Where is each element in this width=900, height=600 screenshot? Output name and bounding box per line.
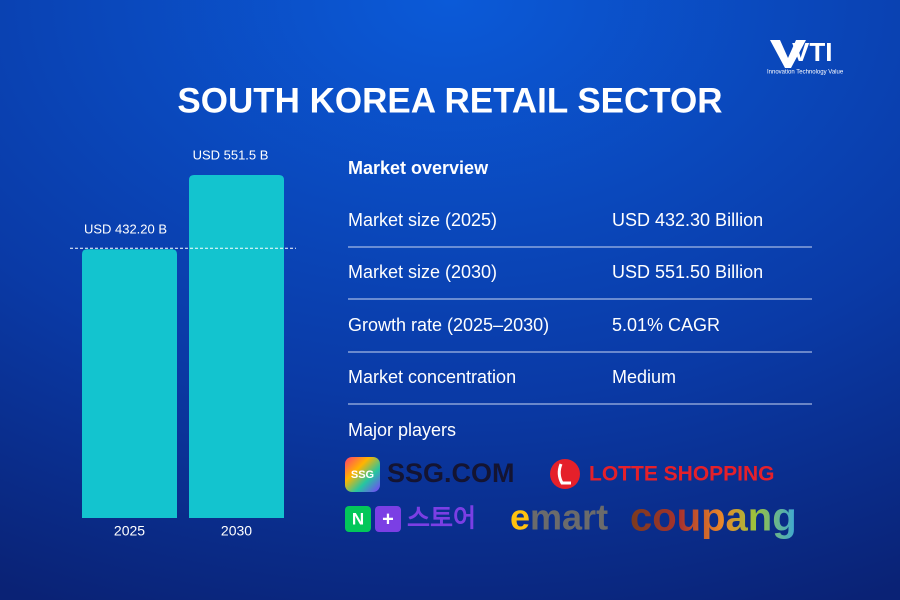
row-label: Market concentration (348, 367, 516, 387)
bar-chart: USD 432.20 B 2025 USD 551.5 B 2030 (70, 147, 296, 539)
naver-name: 스토어 (407, 505, 476, 533)
ssg-icon-text: SSG (351, 469, 374, 481)
row-label: Market size (2030) (348, 262, 497, 282)
row-value: USD 551.50 Billion (612, 262, 763, 282)
players-title: Major players (348, 420, 456, 440)
bar (189, 175, 284, 518)
table-title: Market overview (348, 158, 489, 178)
naver-plus-icon (375, 506, 401, 532)
coupang-name: coupang (630, 496, 797, 540)
naver-icon (345, 506, 371, 532)
brand-logo: VTI Innovation Technology Value (767, 37, 844, 76)
value-label: USD 432.20 B (84, 222, 167, 237)
lotte-icon (550, 459, 580, 489)
ssg-name: SSG.COM (387, 458, 515, 488)
naver-icon-text: N (352, 509, 364, 528)
naver-plus-text: + (382, 508, 394, 530)
player-logos: SSG SSG.COM LOTTE SHOPPING N + 스토어 emart… (345, 457, 797, 540)
value-label: USD 551.5 B (193, 147, 269, 162)
row-label: Market size (2025) (348, 210, 497, 230)
overview-table: Market overview Market size (2025) USD 4… (348, 158, 812, 440)
logo-tagline: Innovation Technology Value (767, 70, 844, 76)
x-tick-label: 2030 (221, 523, 252, 539)
bar (82, 249, 177, 519)
row-value: Medium (612, 367, 676, 387)
row-value: USD 432.30 Billion (612, 210, 763, 230)
lotte-name: LOTTE SHOPPING (589, 463, 775, 486)
ssg-icon (345, 457, 380, 492)
row-value: 5.01% CAGR (612, 315, 720, 335)
emart-name: emart (510, 497, 608, 538)
logo-name: VTI (792, 37, 832, 67)
row-label: Growth rate (2025–2030) (348, 315, 549, 335)
logo-mark (770, 40, 806, 68)
lotte-icon-mark (557, 463, 571, 485)
title: SOUTH KOREA RETAIL SECTOR (177, 81, 722, 120)
x-tick-label: 2025 (114, 523, 145, 539)
